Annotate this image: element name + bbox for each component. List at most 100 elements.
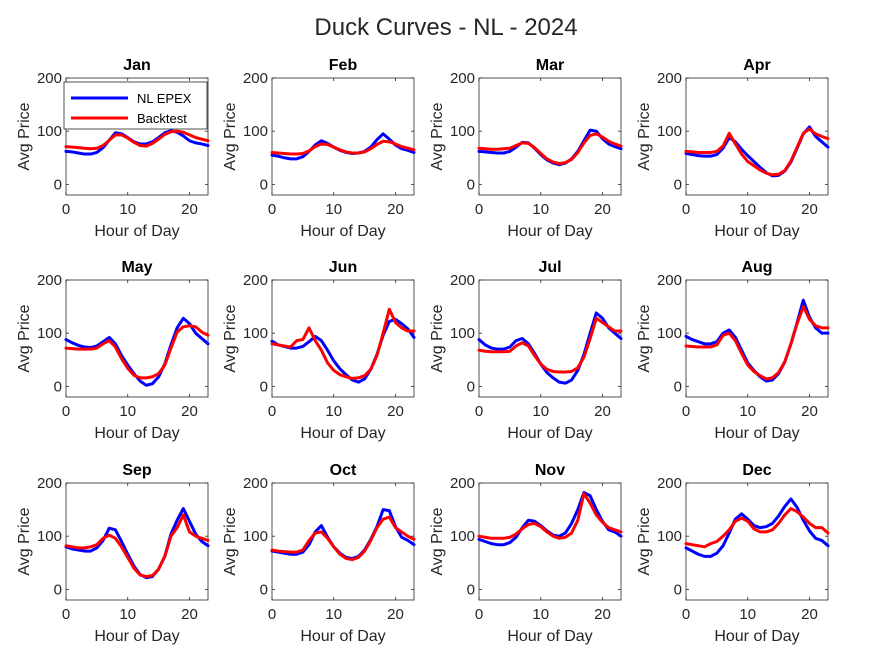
y-tick-label: 0 <box>674 176 682 193</box>
y-tick-label: 200 <box>450 272 475 289</box>
x-axis-label: Hour of Day <box>300 425 385 442</box>
x-tick-label: 20 <box>801 606 818 623</box>
y-tick-label: 0 <box>674 378 682 395</box>
x-tick-label: 20 <box>387 403 404 420</box>
legend: NL EPEX Backtest <box>63 81 208 130</box>
y-tick-label: 100 <box>657 325 682 342</box>
x-axis-label: Hour of Day <box>94 628 179 645</box>
series-line-backtest <box>270 139 416 156</box>
x-tick-label: 10 <box>532 201 549 218</box>
y-tick-label: 100 <box>37 325 62 342</box>
y-tick-label: 200 <box>37 475 62 492</box>
x-axis-label: Hour of Day <box>300 223 385 240</box>
plot-area <box>478 482 622 601</box>
x-tick-label: 10 <box>739 403 756 420</box>
y-tick-label: 0 <box>467 378 475 395</box>
series-line-backtest <box>64 324 210 380</box>
y-tick-label: 100 <box>450 123 475 140</box>
plot-area <box>685 279 829 398</box>
series-line-nl-epex <box>684 497 830 558</box>
x-tick-label: 0 <box>62 201 70 218</box>
y-tick-label: 100 <box>450 325 475 342</box>
x-tick-label: 20 <box>801 201 818 218</box>
x-tick-label: 20 <box>181 606 198 623</box>
x-tick-label: 0 <box>682 201 690 218</box>
y-tick-label: 100 <box>243 325 268 342</box>
x-tick-label: 20 <box>387 201 404 218</box>
y-tick-label: 0 <box>54 378 62 395</box>
y-tick-label: 0 <box>467 176 475 193</box>
subplot-title: Sep <box>122 462 152 479</box>
x-tick-label: 0 <box>475 403 483 420</box>
x-tick-label: 0 <box>475 606 483 623</box>
x-tick-label: 10 <box>532 606 549 623</box>
x-tick-label: 20 <box>594 606 611 623</box>
y-tick-label: 100 <box>657 123 682 140</box>
x-tick-label: 0 <box>62 403 70 420</box>
x-tick-label: 20 <box>801 403 818 420</box>
series-line-backtest <box>477 132 623 166</box>
y-tick-label: 200 <box>450 475 475 492</box>
subplot-title: Jun <box>329 259 357 276</box>
x-tick-label: 0 <box>62 606 70 623</box>
subplot-title: Oct <box>330 462 357 479</box>
x-tick-label: 20 <box>181 403 198 420</box>
x-tick-label: 10 <box>532 403 549 420</box>
series-line-backtest <box>64 513 210 579</box>
series-line-backtest <box>270 515 416 562</box>
subplot-title: Nov <box>535 462 565 479</box>
legend-box <box>63 81 208 130</box>
subplot-title: Dec <box>742 462 771 479</box>
y-tick-label: 100 <box>243 528 268 545</box>
subplot-title: Mar <box>536 57 564 74</box>
y-axis-label: Avg Price <box>429 507 446 575</box>
x-tick-label: 10 <box>119 606 136 623</box>
y-tick-label: 0 <box>54 581 62 598</box>
y-axis-label: Avg Price <box>222 507 239 575</box>
subplot-title: Jan <box>123 57 151 74</box>
x-tick-label: 10 <box>325 403 342 420</box>
x-tick-label: 20 <box>181 201 198 218</box>
plot-area <box>271 482 415 601</box>
x-tick-label: 0 <box>268 201 276 218</box>
y-tick-label: 200 <box>657 70 682 87</box>
y-tick-label: 100 <box>450 528 475 545</box>
y-tick-label: 200 <box>657 272 682 289</box>
y-tick-label: 200 <box>243 272 268 289</box>
x-axis-label: Hour of Day <box>714 223 799 240</box>
y-tick-label: 200 <box>657 475 682 492</box>
x-axis-label: Hour of Day <box>714 628 799 645</box>
series-line-backtest <box>270 307 416 380</box>
y-tick-label: 0 <box>260 176 268 193</box>
y-axis-label: Avg Price <box>429 304 446 372</box>
subplot-title: Apr <box>743 57 771 74</box>
y-axis-label: Avg Price <box>636 102 653 170</box>
plot-area <box>65 482 209 601</box>
x-tick-label: 0 <box>682 606 690 623</box>
y-tick-label: 200 <box>37 272 62 289</box>
y-tick-label: 0 <box>260 378 268 395</box>
series-line-nl-epex <box>477 311 623 385</box>
x-axis-label: Hour of Day <box>300 628 385 645</box>
x-tick-label: 20 <box>594 403 611 420</box>
x-tick-label: 0 <box>268 403 276 420</box>
x-tick-label: 10 <box>325 606 342 623</box>
x-tick-label: 10 <box>325 201 342 218</box>
x-tick-label: 10 <box>119 403 136 420</box>
series-line-backtest <box>684 507 830 549</box>
y-tick-label: 0 <box>467 581 475 598</box>
x-axis-label: Hour of Day <box>94 425 179 442</box>
y-tick-label: 100 <box>37 123 62 140</box>
x-axis-label: Hour of Day <box>507 628 592 645</box>
